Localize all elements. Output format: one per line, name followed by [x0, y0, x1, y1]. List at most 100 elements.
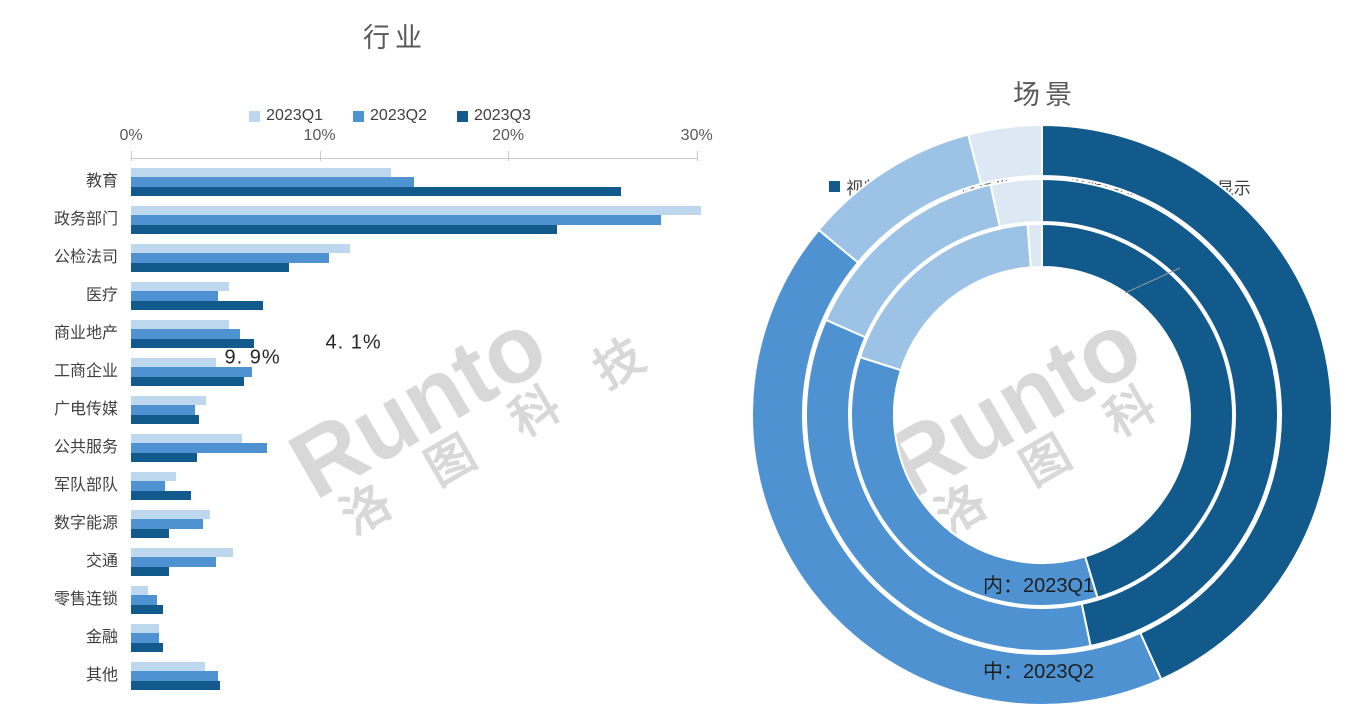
bar-2023q2 — [131, 253, 329, 263]
bar-2023q3 — [131, 642, 164, 653]
bar-2023q2 — [131, 291, 218, 301]
category-label: 金融 — [85, 629, 118, 646]
bar-2023q1 — [131, 243, 350, 254]
bar-2023q2 — [131, 329, 241, 339]
category-label: 数字能源 — [53, 515, 118, 532]
bar-2023q3 — [131, 452, 197, 463]
category-label: 零售连锁 — [53, 591, 118, 608]
bar-2023q1 — [131, 281, 230, 292]
bar-2023q2 — [131, 671, 218, 681]
industry-chart-title: 行业 — [363, 23, 427, 53]
bar-2023q1 — [131, 319, 230, 330]
bar-2023q2 — [131, 595, 158, 605]
category-label: 政务部门 — [53, 211, 118, 228]
category-label: 工商企业 — [53, 363, 118, 380]
donut-segment-2023Q3-3 — [966, 123, 1043, 186]
bar-row: 交通 — [0, 543, 760, 581]
donut-data-label: 43. 3% — [595, 466, 664, 489]
x-axis-tick-mark — [696, 151, 698, 161]
legend-swatch-icon — [456, 110, 468, 122]
bar-2023q3 — [131, 300, 263, 311]
bar-2023q1 — [131, 547, 233, 558]
bar-2023q1 — [131, 585, 148, 596]
legend-item: 2023Q3 — [456, 107, 531, 125]
bar-2023q2 — [131, 367, 252, 377]
bar-2023q1 — [131, 471, 177, 482]
bar-row: 其他 — [0, 657, 760, 695]
bar-row: 公检法司 — [0, 239, 760, 277]
bar-2023q3 — [131, 490, 192, 501]
bar-2023q3 — [131, 604, 164, 615]
bar-2023q2 — [131, 519, 203, 529]
donut-segment-2023Q1-1 — [850, 355, 1099, 607]
category-label: 公共服务 — [53, 439, 118, 456]
bar-row: 广电传媒 — [0, 391, 760, 429]
donut-segment-2023Q3-0 — [1041, 123, 1333, 681]
x-axis-tick-label: 10% — [303, 127, 336, 144]
bar-2023q1 — [131, 205, 701, 216]
bar-2023q3 — [131, 186, 622, 197]
bar-2023q3 — [131, 338, 254, 349]
bar-row: 政务部门 — [0, 201, 760, 239]
bar-row: 教育 — [0, 163, 760, 201]
x-axis-tick-label: 30% — [680, 127, 713, 144]
bar-2023q2 — [131, 633, 160, 643]
donut-segment-2023Q1-0 — [1041, 222, 1234, 599]
legend-label: 2023Q1 — [266, 107, 324, 124]
bar-2023q2 — [131, 177, 414, 187]
bar-2023q3 — [131, 414, 199, 425]
scene-donut-labels: 43. 3% 42. 8% 9. 9% 4. 1% — [0, 121, 1363, 712]
bar-row: 数字能源 — [0, 505, 760, 543]
bar-2023q3 — [131, 528, 169, 539]
legend-swatch-icon — [249, 110, 261, 122]
scene-chart-title: 场景 — [1013, 80, 1077, 110]
legend-label: 2023Q3 — [473, 107, 531, 124]
bar-2023q1 — [131, 395, 207, 406]
donut-center-line-middle: 中：2023Q2 — [983, 661, 1095, 683]
bar-2023q1 — [131, 661, 205, 672]
category-label: 军队部队 — [53, 477, 118, 494]
bar-row: 零售连锁 — [0, 581, 760, 619]
bar-2023q1 — [131, 167, 392, 178]
bar-2023q3 — [131, 566, 169, 577]
category-label: 医疗 — [85, 287, 118, 304]
bar-2023q3 — [131, 376, 245, 387]
legend-item: 2023Q1 — [249, 107, 323, 125]
donut-data-label: 9. 9% — [224, 346, 281, 369]
x-axis-tick-mark — [508, 151, 510, 161]
bar-row: 商业地产 — [0, 315, 760, 353]
bar-row: 军队部队 — [0, 467, 760, 505]
bar-2023q1 — [131, 509, 211, 520]
donut-segment-2023Q1-3 — [1026, 222, 1043, 269]
bar-2023q1 — [131, 357, 216, 368]
x-axis-tick-mark — [131, 151, 132, 161]
category-label: 交通 — [85, 553, 118, 570]
donut-segment-2023Q2-3 — [989, 177, 1043, 228]
bar-2023q1 — [131, 433, 243, 444]
donut-leader-line — [1124, 267, 1181, 294]
x-axis-tick-mark — [319, 151, 321, 161]
bar-2023q2 — [131, 405, 196, 415]
category-label: 公检法司 — [53, 249, 118, 266]
legend-swatch-icon — [829, 181, 841, 192]
donut-center-line-inner: 内：2023Q1 — [983, 575, 1095, 597]
category-label: 其他 — [85, 667, 118, 684]
bar-row: 金融 — [0, 619, 760, 657]
x-axis-tick-label: 0% — [119, 127, 143, 144]
bar-row: 工商企业 — [0, 353, 760, 391]
donut-segment-2023Q2-0 — [1041, 177, 1279, 648]
legend-item: 2023Q2 — [353, 107, 427, 125]
bar-2023q3 — [131, 224, 558, 235]
industry-legend: 2023Q1 2023Q2 2023Q3 — [0, 107, 780, 125]
x-axis-tick-label: 20% — [492, 127, 525, 144]
bar-2023q2 — [131, 443, 267, 453]
donut-data-label: 42. 8% — [166, 691, 235, 712]
bar-row: 医疗 — [0, 277, 760, 315]
bar-2023q3 — [131, 262, 290, 273]
bar-2023q2 — [131, 557, 216, 567]
bar-row: 公共服务 — [0, 429, 760, 467]
category-label: 广电传媒 — [53, 401, 118, 418]
bar-2023q2 — [131, 215, 661, 225]
donut-segment-2023Q3-1 — [750, 228, 1163, 706]
